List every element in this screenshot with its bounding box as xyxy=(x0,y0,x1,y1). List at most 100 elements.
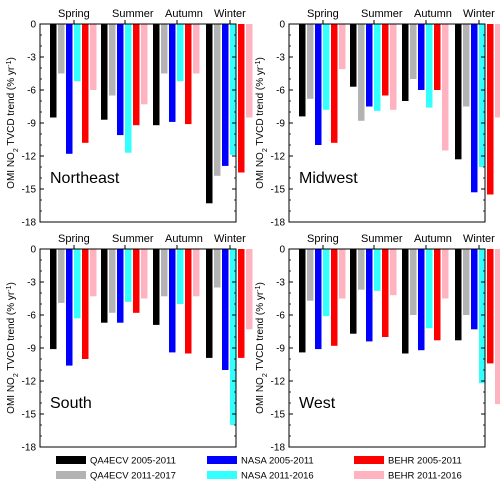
y-tick-label: -9 xyxy=(276,119,285,130)
bar xyxy=(374,24,381,111)
bar xyxy=(479,249,486,384)
y-tick-label: -6 xyxy=(276,86,285,97)
bar xyxy=(463,249,470,315)
y-tick-label: -18 xyxy=(271,218,286,229)
legend-swatch xyxy=(354,471,384,479)
y-tick-label: -15 xyxy=(22,410,37,421)
y-tick-label: -3 xyxy=(27,278,36,289)
bar xyxy=(390,249,397,296)
y-axis-label-part: 2 xyxy=(13,148,20,152)
legend-swatch xyxy=(56,456,86,464)
legend-swatch xyxy=(207,471,237,479)
bar xyxy=(133,249,140,313)
y-axis-label-part: -1 xyxy=(6,60,13,66)
season-label: Spring xyxy=(307,8,339,20)
bar xyxy=(418,24,425,90)
bar xyxy=(410,24,417,79)
bar xyxy=(315,249,322,350)
y-tick-label: -15 xyxy=(271,185,286,196)
bar xyxy=(193,24,200,74)
bar xyxy=(402,249,409,354)
bar xyxy=(177,24,184,82)
bar xyxy=(141,24,148,105)
y-axis-label-part: ) xyxy=(255,57,266,60)
bar xyxy=(350,24,357,87)
season-label: Winter xyxy=(463,8,495,20)
bar xyxy=(125,24,132,153)
bar xyxy=(307,249,314,301)
legend-label: NASA 2005-2011 xyxy=(241,456,314,467)
bar xyxy=(101,24,108,120)
y-tick-label: 0 xyxy=(30,20,36,31)
bar xyxy=(238,249,245,358)
y-axis-label-part: ) xyxy=(6,57,17,60)
y-tick-label: -6 xyxy=(27,311,36,322)
y-tick-label: -18 xyxy=(271,443,286,454)
y-axis-label-part: -1 xyxy=(255,60,262,66)
y-axis-label-part: TVCD trend (% yr xyxy=(6,291,17,373)
bar xyxy=(90,249,97,297)
bar xyxy=(426,24,433,108)
y-tick-label: 0 xyxy=(30,245,36,256)
y-tick-label: -15 xyxy=(271,410,286,421)
bar xyxy=(74,249,81,319)
bar xyxy=(434,24,441,90)
bar xyxy=(169,24,176,122)
season-label: Autumn xyxy=(414,8,452,20)
y-tick-label: -9 xyxy=(27,344,36,355)
bar xyxy=(331,24,338,143)
bar xyxy=(82,24,89,143)
bar xyxy=(214,249,221,288)
bar xyxy=(299,24,306,117)
region-label: South xyxy=(50,395,92,412)
bar xyxy=(161,24,168,74)
legend: QA4ECV 2005-2011 QA4ECV 2011-2017 NASA 200… xyxy=(56,456,462,482)
bar xyxy=(471,24,478,193)
bar xyxy=(214,24,221,176)
bar xyxy=(246,24,253,118)
legend-label: NASA 2011-2016 xyxy=(241,471,314,482)
season-label: Spring xyxy=(307,233,339,245)
bar xyxy=(185,249,192,354)
bar xyxy=(117,24,124,136)
bar xyxy=(487,24,494,195)
legend-label: BEHR 2011-2016 xyxy=(388,471,462,482)
bar xyxy=(141,249,148,299)
legend-label: BEHR 2005-2011 xyxy=(388,456,462,467)
bar xyxy=(418,249,425,351)
season-label: Winter xyxy=(214,233,246,245)
bar xyxy=(339,24,346,70)
season-label: Winter xyxy=(463,233,495,245)
bar xyxy=(307,24,314,99)
bar xyxy=(479,24,486,167)
y-tick-label: -6 xyxy=(276,311,285,322)
bar xyxy=(50,249,57,350)
y-tick-label: 0 xyxy=(279,245,285,256)
bar xyxy=(66,249,73,366)
bar xyxy=(82,249,89,359)
y-axis-label-part: OMI NO xyxy=(6,377,17,414)
y-axis-label-part: 2 xyxy=(262,148,269,152)
y-axis-label-part: OMI NO xyxy=(255,377,266,414)
bar xyxy=(366,24,373,107)
bar xyxy=(315,24,322,145)
bar xyxy=(66,24,73,154)
region-label: Midwest xyxy=(299,170,358,187)
bar xyxy=(177,249,184,304)
season-label: Autumn xyxy=(165,233,203,245)
bar xyxy=(495,24,500,118)
season-label: Summer xyxy=(112,8,154,20)
bar xyxy=(495,249,500,405)
bar xyxy=(74,24,81,82)
bar xyxy=(382,249,389,337)
bar xyxy=(153,24,160,126)
y-tick-label: 0 xyxy=(279,20,285,31)
bar xyxy=(222,249,229,370)
season-label: Spring xyxy=(58,233,90,245)
y-tick-label: -12 xyxy=(22,152,37,163)
bar xyxy=(426,249,433,329)
y-axis-label: OMI NO2 TVCD trend (% yr-1) xyxy=(6,282,20,414)
